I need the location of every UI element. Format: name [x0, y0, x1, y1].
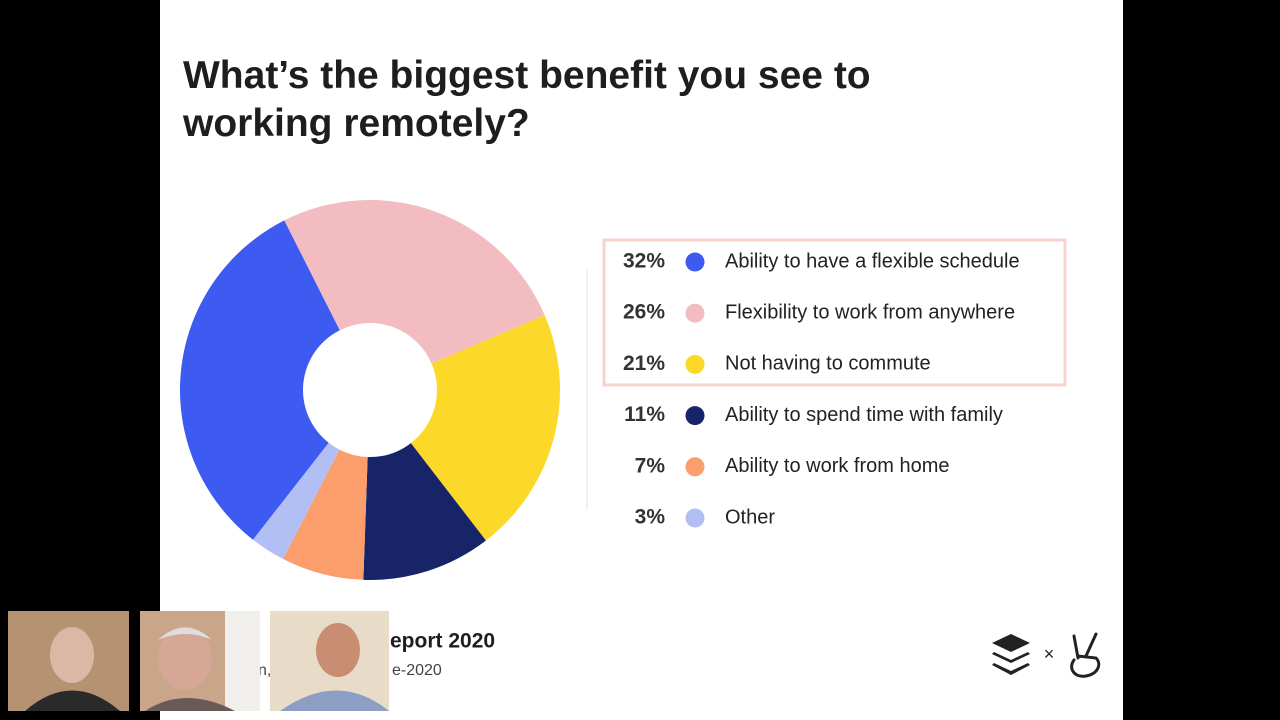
legend-swatch [685, 354, 705, 374]
footer-subtitle: e-2020 [392, 662, 442, 679]
legend-label: Ability to work from home [725, 455, 950, 477]
pie-slice [253, 442, 340, 559]
highlight-box [602, 238, 1067, 387]
legend-value: 3% [635, 506, 666, 529]
legend-label: Flexibility to work from anywhere [725, 301, 1015, 323]
pie-slice [363, 443, 486, 581]
pie-slice [284, 200, 545, 364]
pie-slice [179, 220, 340, 540]
peace-logo [1070, 632, 1101, 678]
legend-label: Other [725, 506, 775, 528]
footer-title: eport 2020 [390, 630, 495, 653]
legend-value: 26% [623, 301, 665, 324]
footer-subtitle: n, [258, 662, 271, 679]
legend-label: Ability to have a flexible schedule [725, 250, 1020, 272]
chart-title: What’s the biggest benefit you see to wo… [183, 54, 871, 145]
legend-value: 7% [635, 454, 666, 477]
webcam-tile [140, 611, 260, 711]
pie-slice [283, 449, 368, 580]
pie-slice [410, 315, 560, 541]
legend-value: 11% [624, 403, 665, 426]
legend-swatch [685, 508, 705, 528]
logo-separator: × [1044, 644, 1055, 664]
buffer-logo [992, 634, 1030, 675]
legend-label: Not having to commute [725, 353, 931, 375]
legend-swatch [685, 252, 705, 272]
legend-swatch [685, 406, 705, 426]
legend-swatch [685, 303, 705, 323]
legend-label: Ability to spend time with family [725, 404, 1003, 426]
legend-value: 21% [623, 352, 665, 375]
slide [160, 0, 1123, 720]
legend-swatch [685, 457, 705, 477]
webcam-tile [270, 611, 389, 711]
legend-value: 32% [623, 250, 665, 273]
webcam-tile [8, 611, 129, 711]
